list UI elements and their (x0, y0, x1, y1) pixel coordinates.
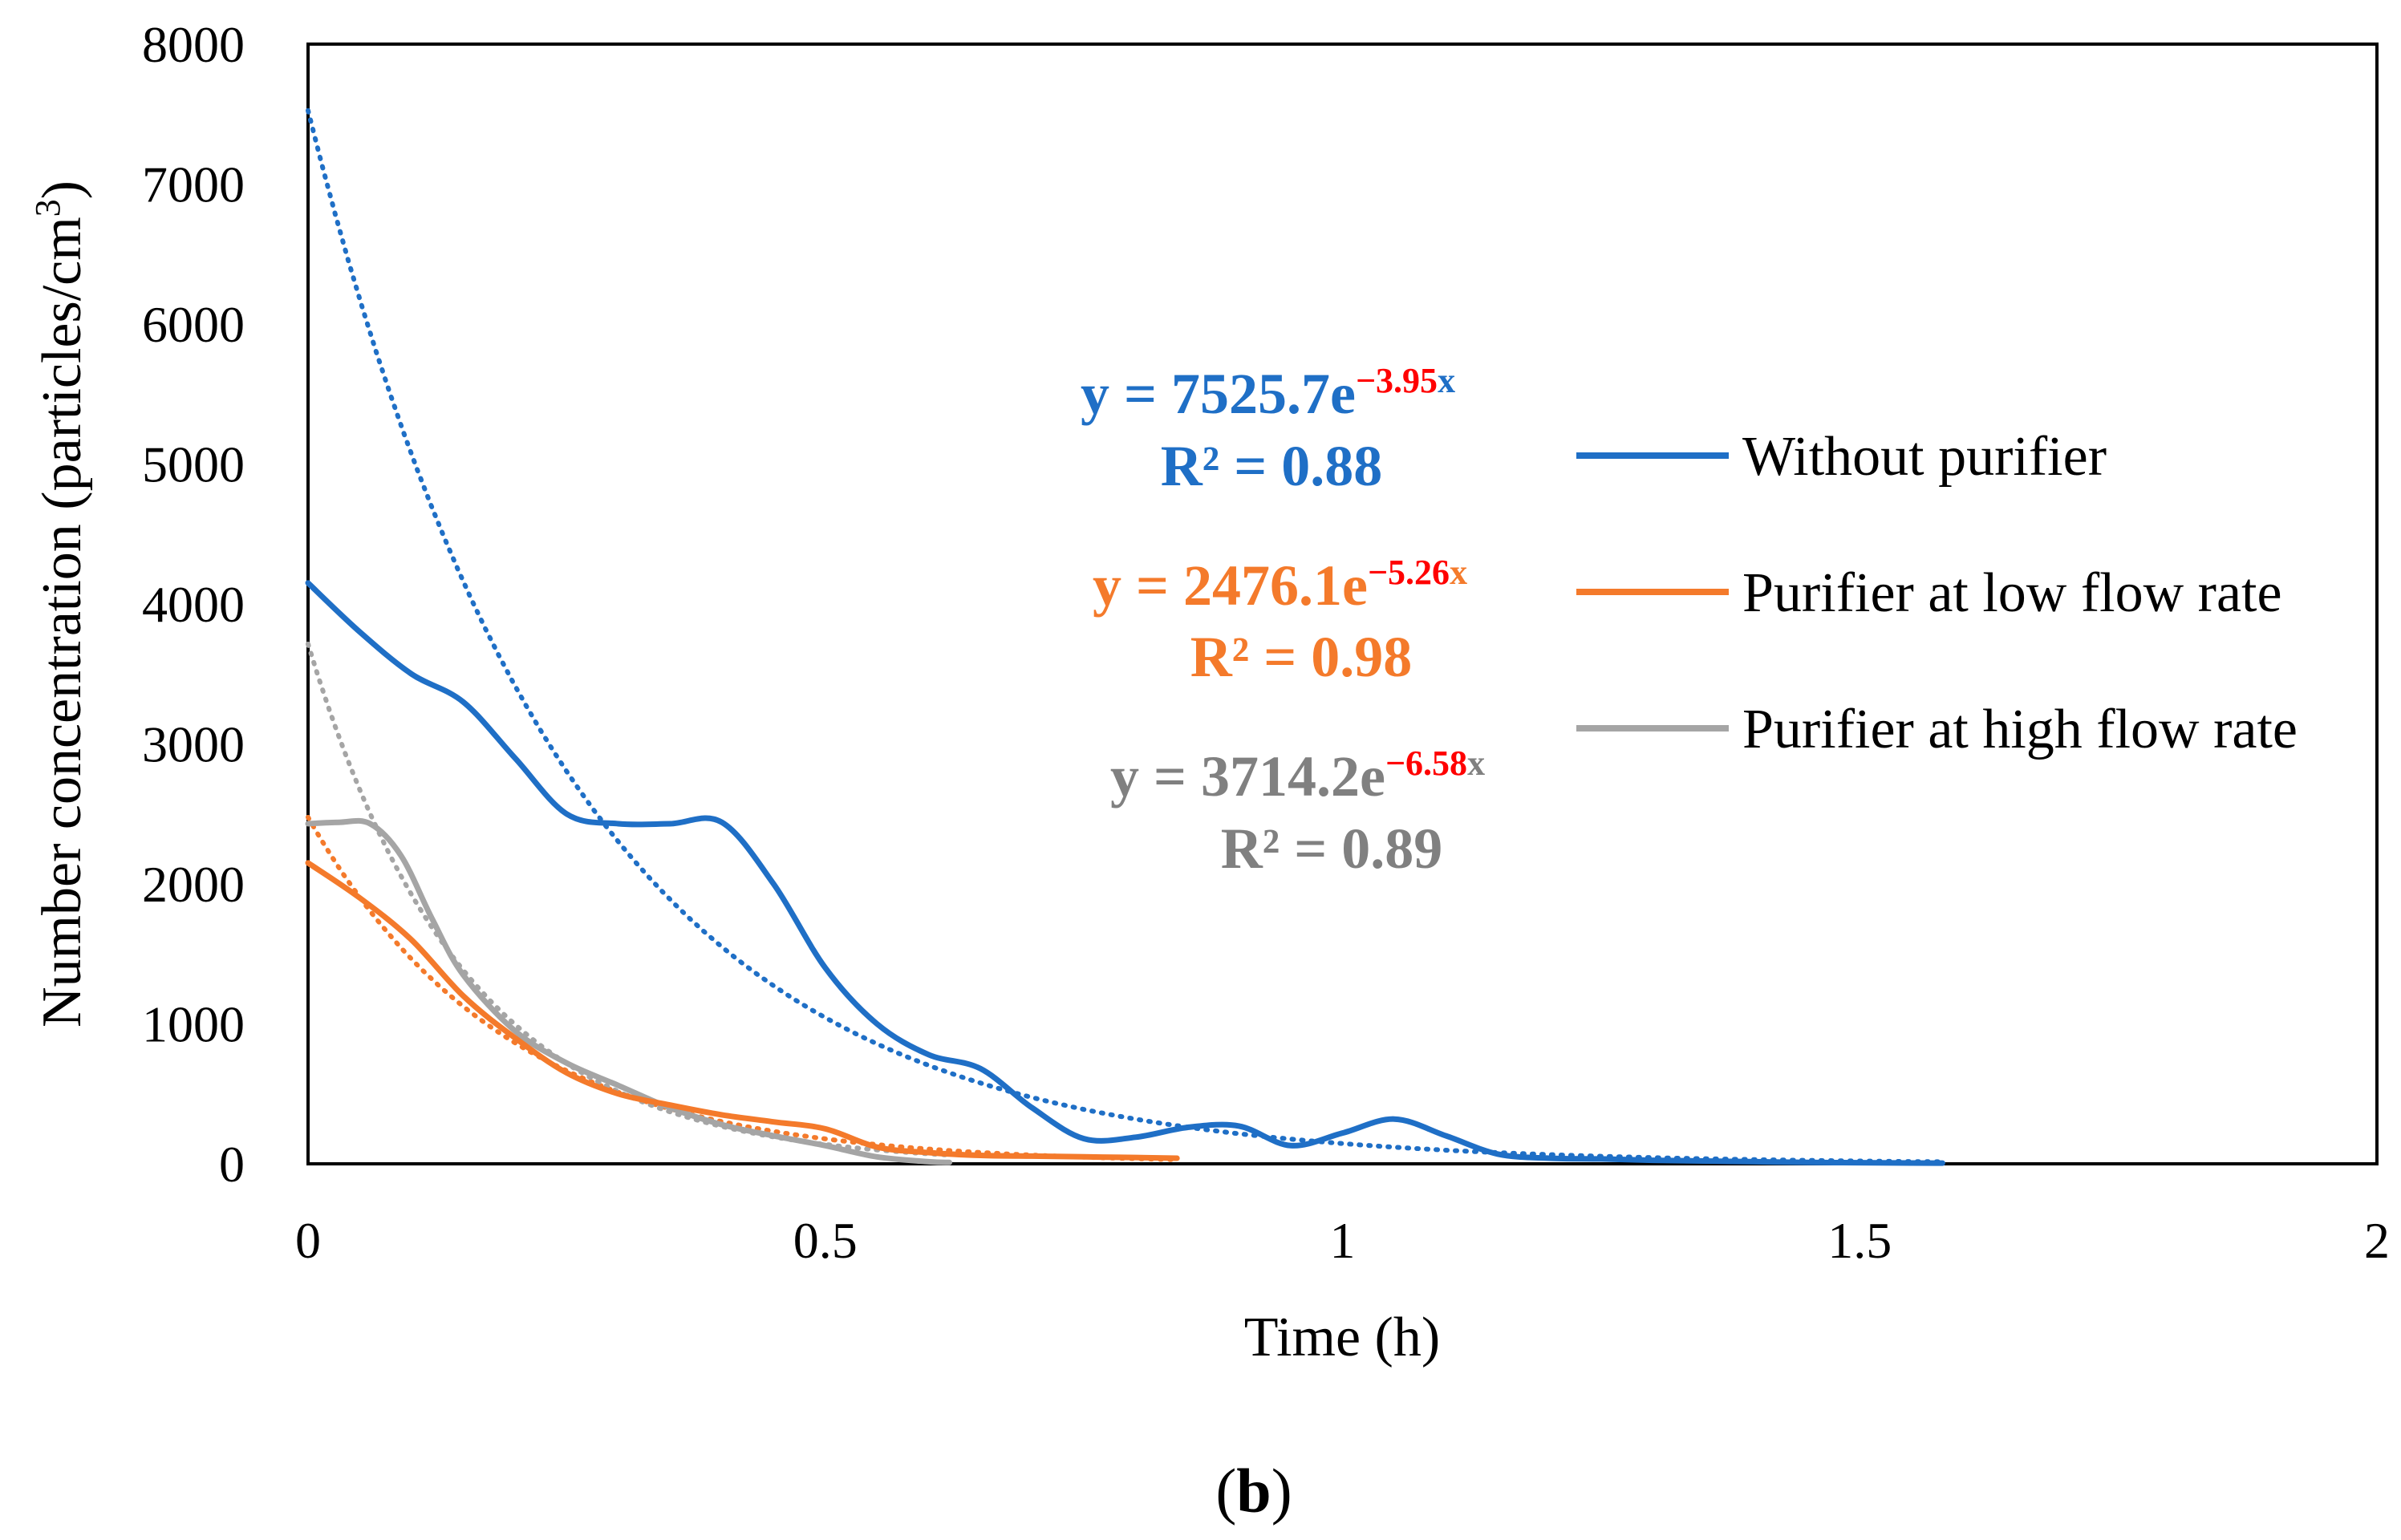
y-axis-title: Number concentration (particles/cm3) (28, 180, 93, 1027)
equation-prefix: y = 7525.7e (1081, 362, 1356, 426)
series-line-1 (305, 860, 1180, 1161)
panel-label-open: ( (1215, 1456, 1236, 1526)
legend-label-low-flow: Purifier at low flow rate (1742, 562, 2282, 624)
equation-exponent: −5.26 (1368, 553, 1450, 592)
legend: Without purifier Purifier at low flow ra… (1576, 426, 2298, 760)
x-tick-label: 0.5 (793, 1212, 858, 1269)
equation-prefix: y = 2476.1e (1093, 553, 1368, 618)
trendline-2 (306, 641, 952, 1157)
equation-suffix: x (1450, 553, 1467, 592)
y-tick-label: 3000 (142, 716, 245, 773)
r-squared-label: R² = 0.89 (1221, 817, 1443, 881)
legend-label-without-purifier: Without purifier (1742, 426, 2107, 488)
plot-area (306, 43, 2379, 1165)
series-line-0 (305, 580, 1945, 1166)
svg-text:y = 7525.7e−3.95x: y = 7525.7e−3.95x (1081, 361, 1455, 426)
legend-label-high-flow: Purifier at high flow rate (1742, 699, 2298, 760)
x-axis-title: Time (h) (1244, 1307, 1440, 1368)
y-tick-label: 1000 (142, 996, 245, 1053)
equation-low-flow: y = 2476.1e−5.26x R² = 0.98 (1093, 553, 1467, 689)
equation-suffix: x (1438, 361, 1455, 400)
y-tick-labels: 0 1000 2000 3000 4000 5000 6000 7000 8000 (142, 16, 245, 1193)
trendline-1 (306, 814, 1180, 1162)
panel-label-close: ) (1271, 1456, 1292, 1526)
x-tick-label: 2 (2364, 1212, 2390, 1269)
y-tick-label: 8000 (142, 16, 245, 73)
series-group (305, 580, 1945, 1166)
equation-exponent: −3.95 (1356, 361, 1438, 400)
svg-text:y = 3714.2e−6.58x: y = 3714.2e−6.58x (1110, 744, 1485, 808)
r-squared-label: R² = 0.88 (1161, 434, 1383, 498)
x-tick-labels: 0 0.5 1 1.5 2 (295, 1212, 2390, 1269)
svg-text:y = 2476.1e−5.26x: y = 2476.1e−5.26x (1093, 553, 1467, 618)
x-tick-label: 1 (1330, 1212, 1356, 1269)
y-tick-label: 6000 (142, 296, 245, 353)
trendline-group (306, 107, 1945, 1165)
x-tick-label: 0 (295, 1212, 321, 1269)
y-tick-label: 2000 (142, 856, 245, 913)
y-tick-label: 7000 (142, 156, 245, 213)
equation-exponent: −6.58 (1385, 744, 1467, 783)
panel-label-letter: b (1236, 1456, 1271, 1526)
panel-label: (b) (1215, 1456, 1292, 1526)
equation-without-purifier: y = 7525.7e−3.95x R² = 0.88 (1081, 361, 1455, 498)
y-axis-title-end: ) (31, 180, 93, 199)
y-axis-title-base: Number concentration (particles/cm (31, 217, 93, 1027)
y-tick-label: 5000 (142, 436, 245, 493)
trendline-0 (306, 107, 1945, 1165)
y-tick-label: 0 (219, 1136, 245, 1193)
equation-prefix: y = 3714.2e (1110, 744, 1385, 808)
equation-high-flow: y = 3714.2e−6.58x R² = 0.89 (1110, 744, 1485, 881)
y-tick-label: 4000 (142, 576, 245, 633)
x-tick-label: 1.5 (1827, 1212, 1892, 1269)
series-line-2 (305, 817, 952, 1165)
equation-suffix: x (1467, 744, 1485, 783)
r-squared-label: R² = 0.98 (1190, 625, 1413, 689)
y-axis-title-superscript: 3 (28, 199, 67, 217)
